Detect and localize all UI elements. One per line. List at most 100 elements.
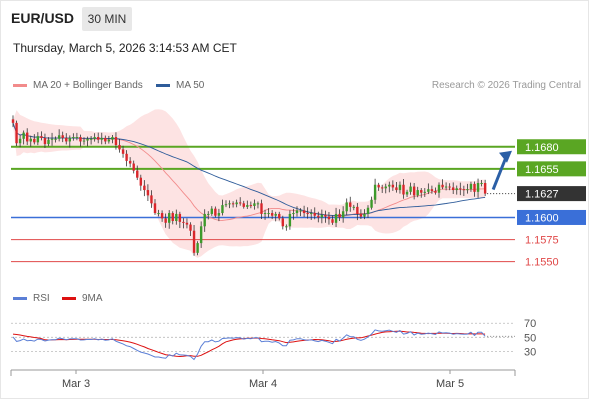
candle <box>47 137 50 147</box>
candle <box>29 135 32 147</box>
candle-body <box>217 213 221 216</box>
candle-body <box>182 221 185 223</box>
candle-body <box>82 140 86 142</box>
candle <box>72 133 75 141</box>
candle <box>327 212 331 225</box>
candle <box>412 182 416 200</box>
candle-body <box>68 137 71 142</box>
ma50-line <box>12 122 486 216</box>
candle-body <box>313 213 316 216</box>
candle <box>274 211 277 222</box>
candle-body <box>146 190 150 196</box>
candle-body <box>349 202 352 207</box>
target-arrow-shaft <box>491 154 509 191</box>
candle <box>420 188 423 198</box>
candle-body <box>221 205 224 214</box>
candle <box>473 181 476 197</box>
candle-body <box>391 184 395 188</box>
candle-body <box>114 137 118 145</box>
candle-body <box>89 138 93 140</box>
candle-body <box>150 195 153 204</box>
candle-body <box>104 137 107 142</box>
candle <box>93 133 96 142</box>
candle-body <box>54 138 57 140</box>
candle-body <box>381 187 384 189</box>
candle <box>444 182 448 191</box>
levels-layer <box>11 145 515 263</box>
timeframe-button[interactable]: 30 MIN <box>82 7 132 31</box>
candle-body <box>196 243 199 253</box>
candle <box>100 132 103 145</box>
candle-body <box>341 211 345 218</box>
candle-body <box>79 137 82 142</box>
candle-body <box>334 213 338 223</box>
level-label: 1.1575 <box>525 235 559 247</box>
last-price-label: 1.1627 <box>525 189 559 201</box>
candle <box>26 128 29 146</box>
candle <box>54 136 57 143</box>
candle <box>373 178 377 204</box>
candle-body <box>462 189 466 191</box>
candle-body <box>61 135 64 138</box>
candle-body <box>253 203 256 206</box>
rsi-line <box>12 329 486 361</box>
candle <box>302 205 306 218</box>
candle-body <box>189 224 192 231</box>
candle <box>249 201 253 209</box>
candle <box>86 136 89 147</box>
level-badge <box>517 161 586 177</box>
candle <box>384 183 387 194</box>
candle-body <box>43 137 47 145</box>
ma9-swatch <box>62 296 76 300</box>
candle <box>370 196 373 210</box>
candle <box>313 207 316 220</box>
candle <box>285 224 288 231</box>
candle <box>434 187 437 195</box>
candle <box>125 150 128 167</box>
candle <box>221 199 224 216</box>
candle <box>253 199 256 210</box>
candle-body <box>483 182 487 194</box>
candle-body <box>310 213 313 215</box>
candle-body <box>395 187 398 191</box>
ma20-legend-label: MA 20 + Bollinger Bands <box>33 80 143 91</box>
candle-body <box>476 182 480 192</box>
candle <box>381 184 384 193</box>
candle <box>416 186 419 198</box>
candle <box>107 135 111 144</box>
candle-body <box>480 182 483 184</box>
candle-body <box>281 218 284 227</box>
candle-body <box>327 216 331 220</box>
level-badge <box>517 139 586 155</box>
candle-body <box>249 205 253 207</box>
candle <box>356 203 359 221</box>
candle <box>391 180 395 191</box>
candle <box>338 209 341 221</box>
candle <box>18 135 22 148</box>
ma20-swatch <box>13 83 27 87</box>
candle <box>246 200 249 210</box>
candle <box>203 209 206 232</box>
candle-body <box>370 199 373 208</box>
candle <box>97 132 100 144</box>
candle-body <box>459 188 462 190</box>
candle-body <box>207 213 210 215</box>
candle <box>143 180 146 197</box>
candle-body <box>11 119 15 123</box>
candle <box>199 221 203 248</box>
candle-body <box>86 138 89 141</box>
candle-body <box>214 208 217 216</box>
candle-body <box>153 203 157 214</box>
candle-body <box>65 137 68 142</box>
candle <box>235 199 238 208</box>
rsi-level-label: 30 <box>524 346 536 358</box>
candle-body <box>235 202 238 205</box>
candle <box>33 134 36 145</box>
candle <box>82 137 86 145</box>
candle <box>409 182 412 195</box>
candle-body <box>171 213 174 222</box>
candle-body <box>331 219 334 223</box>
candle <box>398 181 402 194</box>
candle <box>228 200 231 209</box>
